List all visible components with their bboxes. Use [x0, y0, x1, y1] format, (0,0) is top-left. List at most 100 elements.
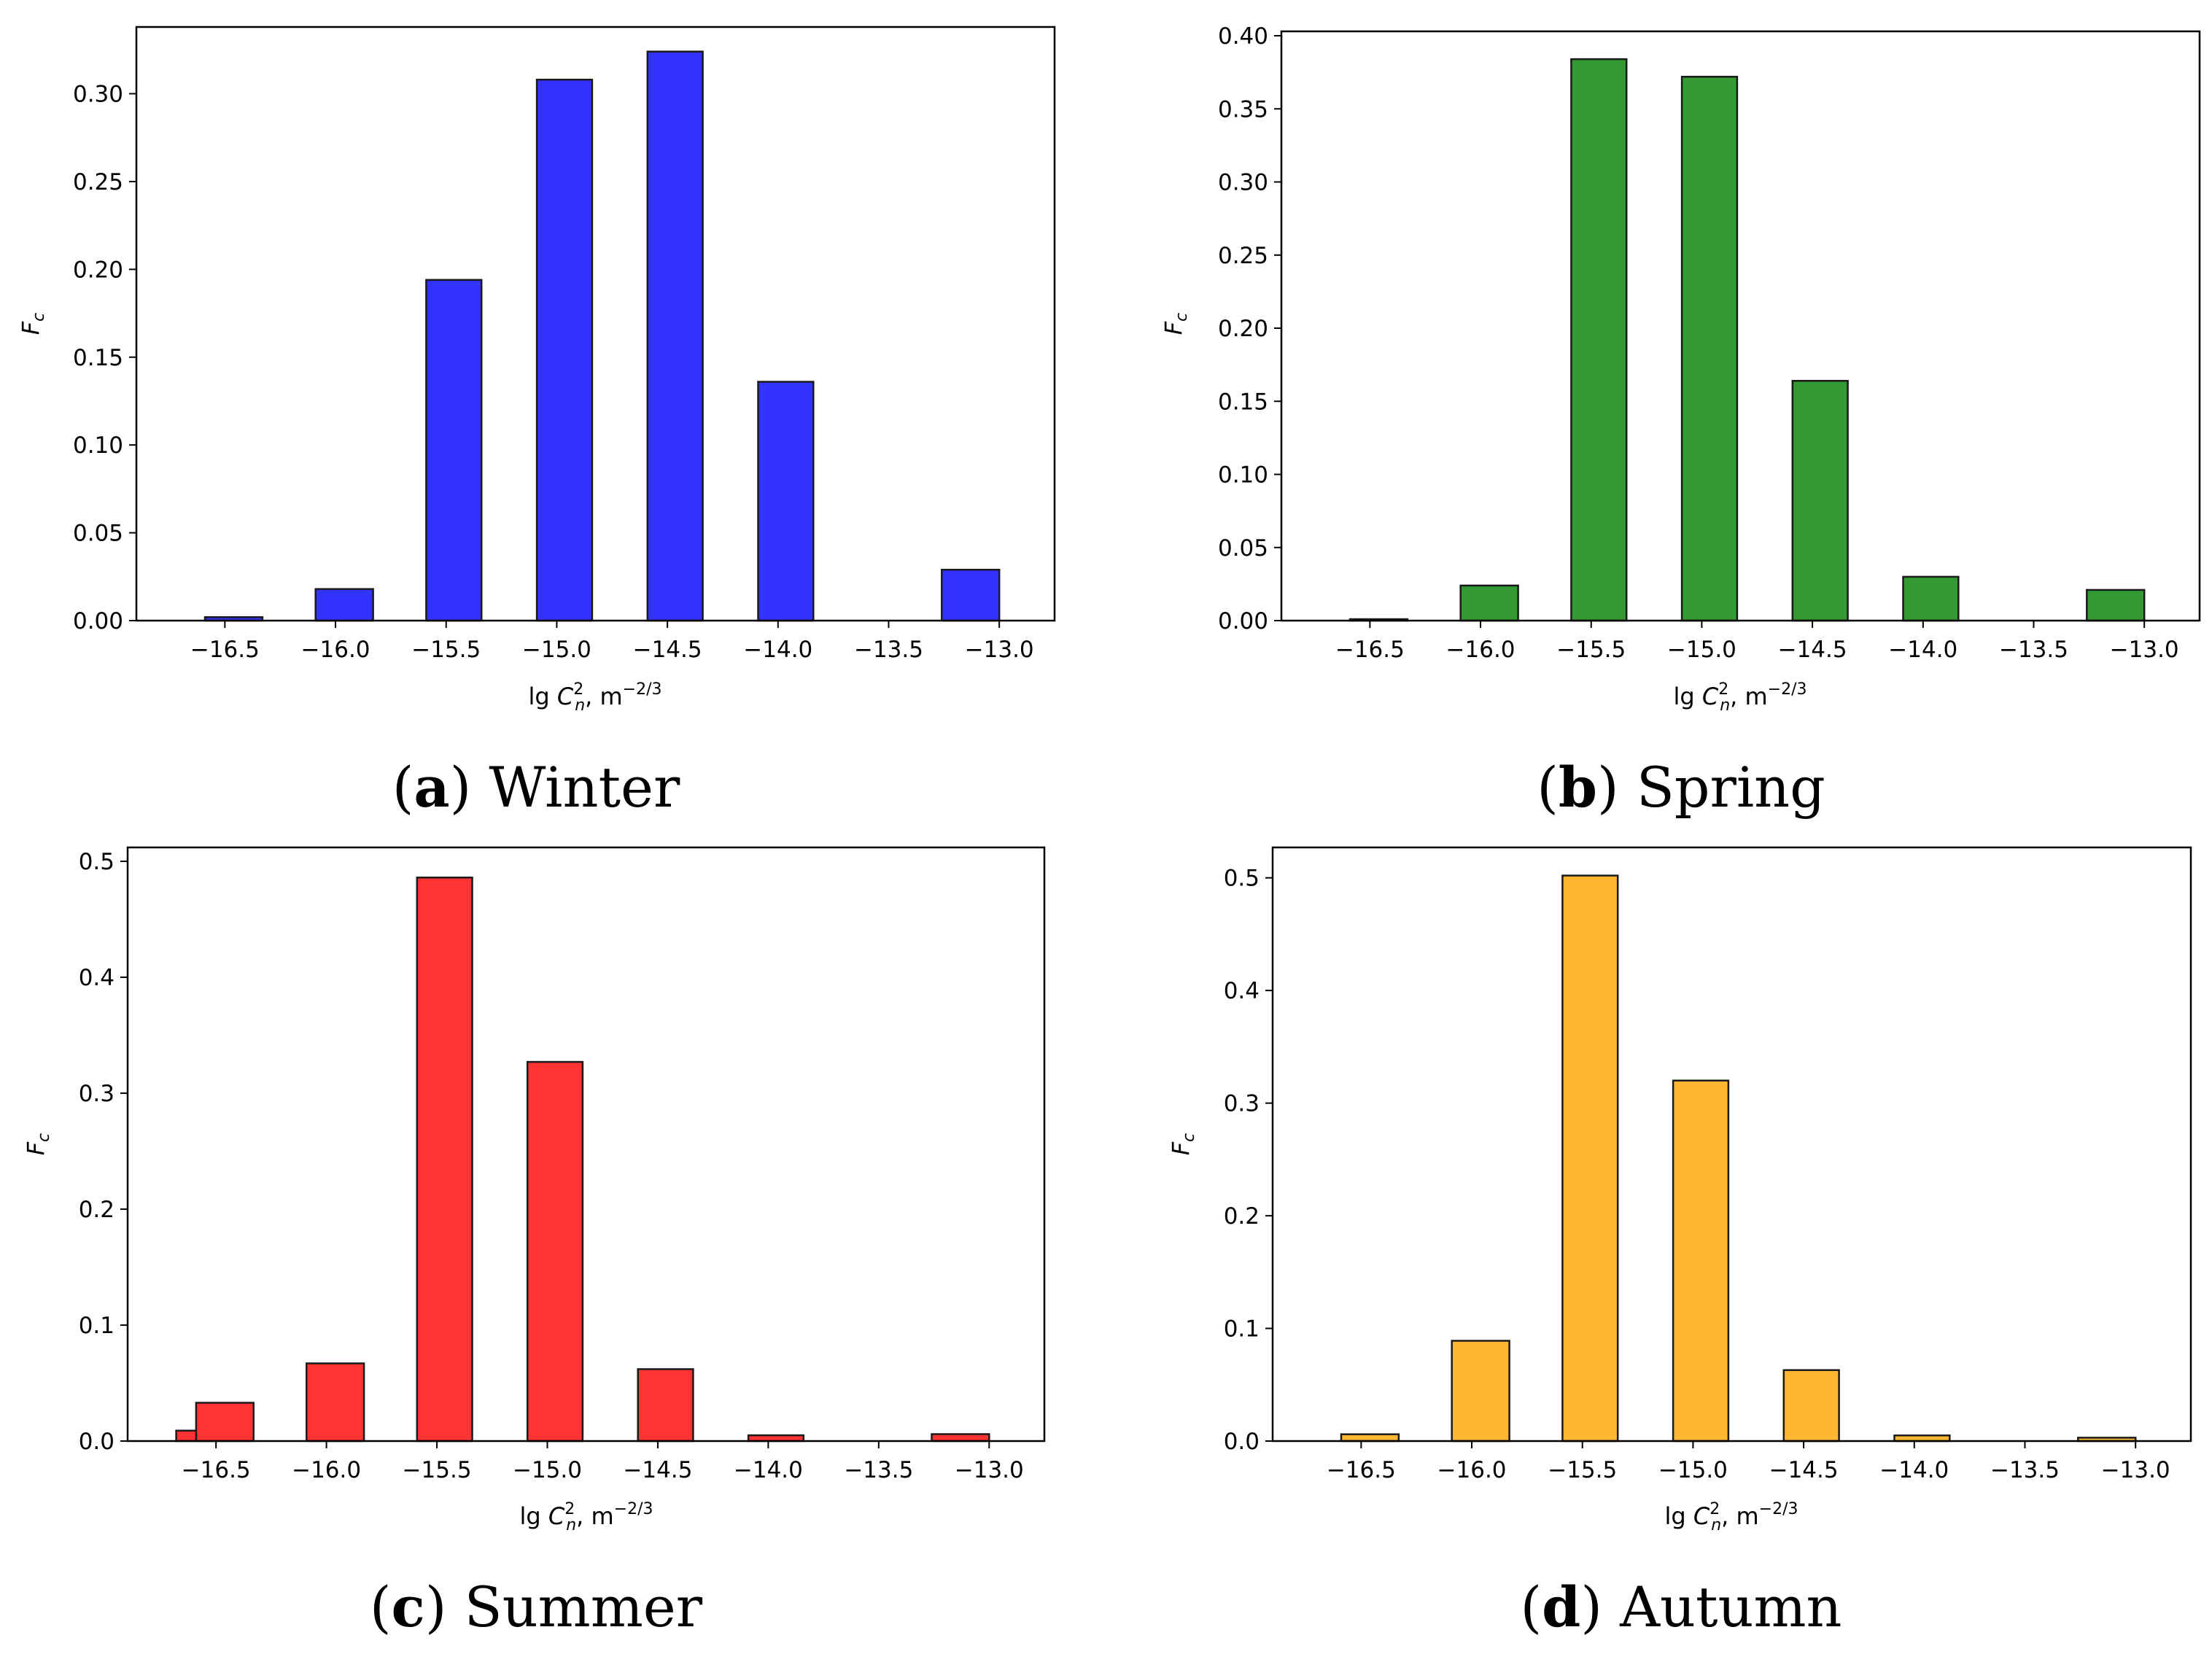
panel-a-x-ticks: −16.5 −16.0 −15.5 −15.0 −14.5 −14.0 −13.5 −13.0 — [190, 621, 1034, 663]
panel-d-bar-2 — [1561, 874, 1619, 1443]
panel-b-bar-4 — [1791, 379, 1849, 622]
panel-b-x-ticks: −16.5 −16.0 −15.5 −15.0 −14.5 −14.0 −13.5 −13.0 — [1335, 621, 2179, 663]
panel-b-x-tick-label-1: −16.0 — [1446, 637, 1516, 663]
panel-b-y-tick-label-7: 0.35 — [1218, 96, 1268, 123]
panel-a-bar-5 — [757, 381, 815, 622]
panel-b-y-tick-label-5: 0.25 — [1218, 243, 1268, 269]
panel-a-x-axis-label: lg C2 n, m−2/3 — [528, 680, 661, 715]
panel-a-x-tick-label-6: −13.5 — [854, 637, 923, 663]
panel-c-x-ticks: −16.5 −16.0 −15.5 −15.0 −14.5 −14.0 −13.5 −13.0 — [182, 1441, 1024, 1483]
panel-d-x-tick-label-2: −15.5 — [1548, 1457, 1617, 1483]
panel-d-autumn: −16.5 −16.0 −15.5 −15.0 −14.5 −14.0 −13.5 −13.0… — [1167, 846, 2192, 1639]
panel-d-y-tick-label-2: 0.2 — [1224, 1203, 1260, 1230]
panel-b-x-tick-label-2: −15.5 — [1556, 637, 1626, 663]
panel-c-bar-3 — [416, 877, 473, 1443]
panel-b-y-axis-label: Fc — [1160, 313, 1191, 335]
panel-c-summer: −16.5 −16.0 −15.5 −15.0 −14.5 −14.0 −13.5 −13.0… — [22, 846, 1046, 1639]
panel-a-bars — [203, 50, 1001, 622]
panel-b-bar-1 — [1459, 584, 1519, 622]
panel-d-y-tick-label-1: 0.1 — [1224, 1316, 1260, 1343]
panel-c-bar-1 — [195, 1402, 255, 1443]
panel-c-caption: (c) Summer — [370, 1575, 703, 1639]
panel-a-x-tick-label-7: −13.0 — [965, 637, 1034, 663]
panel-c-bars — [175, 877, 990, 1443]
panel-c-y-tick-label-2: 0.2 — [79, 1197, 115, 1223]
panel-d-x-tick-label-3: −15.0 — [1658, 1457, 1728, 1483]
panel-c-y-tick-label-4: 0.4 — [79, 965, 115, 991]
panel-b-bar-2 — [1570, 58, 1628, 622]
panel-d-x-ticks: −16.5 −16.0 −15.5 −15.0 −14.5 −14.0 −13.5 −13.0 — [1327, 1441, 2170, 1483]
panel-b-x-tick-label-7: −13.0 — [2110, 637, 2179, 663]
panel-b-spring: −16.5 −16.0 −15.5 −15.0 −14.5 −14.0 −13.5 −13.0… — [1160, 23, 2201, 820]
panel-b-y-tick-label-8: 0.40 — [1218, 23, 1268, 50]
panel-c-bar-2 — [306, 1362, 365, 1443]
panel-a-bar-6 — [941, 568, 1001, 622]
panel-c-x-tick-label-7: −13.0 — [955, 1457, 1024, 1483]
panel-d-x-tick-label-6: −13.5 — [1990, 1457, 2060, 1483]
panel-a-x-tick-label-1: −16.0 — [301, 637, 370, 663]
panel-d-y-tick-label-5: 0.5 — [1224, 866, 1260, 892]
panel-b-x-tick-label-4: −14.5 — [1778, 637, 1847, 663]
panel-d-x-tick-label-1: −16.0 — [1437, 1457, 1507, 1483]
panel-a-y-tick-label-2: 0.10 — [73, 432, 123, 459]
panel-d-caption: (d) Autumn — [1521, 1575, 1842, 1639]
panel-b-bar-5 — [1902, 575, 1960, 622]
panel-b-bar-3 — [1680, 75, 1739, 622]
panel-d-x-tick-label-0: −16.5 — [1327, 1457, 1396, 1483]
panel-a-y-tick-label-0: 0.00 — [73, 608, 123, 634]
panel-b-x-tick-label-3: −15.0 — [1667, 637, 1736, 663]
panel-a-y-ticks: 0.00 0.05 0.10 0.15 0.20 0.25 0.30 — [73, 82, 136, 634]
panel-c-plot-frame — [126, 846, 1046, 1443]
panel-d-bar-1 — [1451, 1340, 1510, 1443]
panel-c-y-ticks: 0.0 0.1 0.2 0.3 0.4 0.5 — [79, 849, 128, 1455]
panel-c-x-tick-label-0: −16.5 — [182, 1457, 251, 1483]
panel-d-bar-0 — [1340, 1433, 1400, 1443]
panel-b-bar-6 — [2086, 589, 2146, 622]
panel-b-y-tick-label-3: 0.15 — [1218, 389, 1268, 415]
panel-b-bars — [1348, 58, 2146, 622]
panel-a-caption: (a) Winter — [392, 755, 680, 820]
panel-d-y-axis-label: Fc — [1167, 1133, 1198, 1156]
panel-a-y-tick-label-1: 0.05 — [73, 521, 123, 547]
panel-b-caption: (b) Spring — [1537, 755, 1825, 820]
panel-d-y-ticks: 0.0 0.1 0.2 0.3 0.4 0.5 — [1224, 866, 1273, 1455]
panel-a-x-tick-label-5: −14.0 — [743, 637, 812, 663]
panel-a-y-axis-label: Fc — [17, 313, 48, 335]
panel-a-bar-1 — [314, 588, 374, 622]
panel-a-y-tick-label-6: 0.30 — [73, 82, 123, 108]
panel-a-x-tick-label-2: −15.5 — [411, 637, 481, 663]
panel-c-x-tick-label-6: −13.5 — [844, 1457, 913, 1483]
panel-a-x-tick-label-4: −14.5 — [633, 637, 702, 663]
panel-d-bars — [1340, 874, 2137, 1443]
panel-c-x-tick-label-2: −15.5 — [403, 1457, 472, 1483]
panel-c-x-tick-label-1: −16.0 — [292, 1457, 361, 1483]
panel-d-x-tick-label-7: −13.0 — [2101, 1457, 2170, 1483]
panel-b-y-tick-label-6: 0.30 — [1218, 170, 1268, 196]
panel-b-y-tick-label-0: 0.00 — [1218, 608, 1268, 634]
panel-a-x-tick-label-3: −15.0 — [522, 637, 591, 663]
panel-c-y-tick-label-0: 0.0 — [79, 1429, 115, 1455]
panel-a-bar-3 — [535, 78, 594, 622]
panel-d-x-tick-label-5: −14.0 — [1879, 1457, 1949, 1483]
panel-c-x-tick-label-4: −14.5 — [623, 1457, 692, 1483]
panel-d-x-axis-label: lg C2 n, m−2/3 — [1664, 1500, 1798, 1534]
panel-a-bar-2 — [425, 279, 483, 622]
panel-a-x-tick-label-0: −16.5 — [190, 637, 260, 663]
panel-c-x-axis-label: lg C2 n, m−2/3 — [519, 1500, 653, 1534]
panel-b-y-tick-label-2: 0.10 — [1218, 462, 1268, 489]
panel-c-x-tick-label-3: −15.0 — [513, 1457, 582, 1483]
panel-b-x-axis-label: lg C2 n, m−2/3 — [1673, 680, 1807, 715]
panel-b-plot-frame — [1280, 30, 2201, 622]
panel-d-y-tick-label-0: 0.0 — [1224, 1429, 1260, 1455]
panel-a-plot-frame — [135, 26, 1056, 622]
panel-a-y-tick-label-3: 0.15 — [73, 345, 123, 371]
panel-b-x-tick-label-5: −14.0 — [1888, 637, 1957, 663]
panel-d-y-tick-label-4: 0.4 — [1224, 978, 1260, 1004]
panel-c-bar-4 — [526, 1060, 584, 1443]
panel-d-bar-3 — [1672, 1079, 1730, 1443]
panel-c-y-tick-label-5: 0.5 — [79, 849, 115, 875]
panel-b-y-tick-label-4: 0.20 — [1218, 316, 1268, 342]
panel-c-bar-7 — [931, 1433, 990, 1443]
panel-a-bar-4 — [646, 50, 704, 622]
